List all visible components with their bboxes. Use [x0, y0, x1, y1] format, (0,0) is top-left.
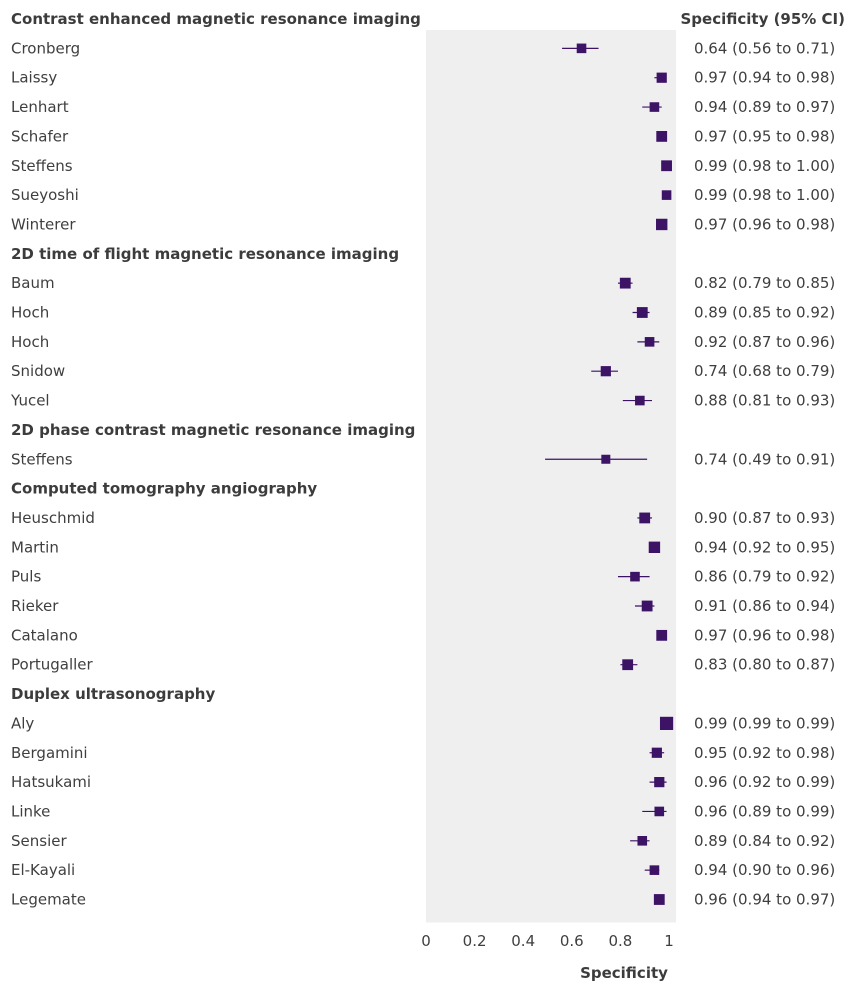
study-label: Sueyoshi	[11, 186, 79, 204]
point-estimate-marker	[656, 72, 667, 83]
point-estimate-marker	[656, 131, 668, 142]
study-ci-value: 0.86 (0.79 to 0.92)	[694, 568, 835, 586]
study-ci-value: 0.96 (0.89 to 0.99)	[694, 802, 835, 820]
point-estimate-marker	[656, 218, 668, 231]
study-label: Aly	[11, 714, 34, 732]
x-tick-label: 0.8	[608, 932, 632, 950]
point-estimate-marker	[656, 629, 668, 641]
study-label: Hoch	[11, 333, 49, 351]
point-estimate-marker	[651, 747, 662, 758]
x-axis: 0 0.2 0.4 0.6 0.8 1	[421, 932, 674, 950]
study-label: Snidow	[11, 362, 65, 380]
study-label: Martin	[11, 538, 59, 556]
study-ci-value: 0.97 (0.96 to 0.98)	[694, 215, 835, 233]
study-ci-value: 0.74 (0.68 to 0.79)	[694, 362, 835, 380]
group-heading: Contrast enhanced magnetic resonance ima…	[11, 10, 421, 28]
study-ci-value: 0.99 (0.99 to 0.99)	[694, 714, 835, 732]
study-ci-value: 0.91 (0.86 to 0.94)	[694, 597, 835, 615]
point-estimate-marker	[659, 716, 674, 730]
study-ci-value: 0.95 (0.92 to 0.98)	[694, 744, 835, 762]
study-label: Hatsukami	[11, 773, 91, 791]
group-heading: 2D time of flight magnetic resonance ima…	[11, 245, 399, 263]
point-estimate-marker	[654, 806, 665, 817]
group-heading: Computed tomography angiography	[11, 480, 317, 498]
point-estimate-marker	[639, 512, 651, 524]
point-estimate-marker	[600, 366, 611, 377]
point-estimate-marker	[648, 541, 661, 553]
study-ci-value: 0.96 (0.94 to 0.97)	[694, 891, 835, 909]
study-ci-value: 0.82 (0.79 to 0.85)	[694, 274, 835, 292]
study-label: Bergamini	[11, 744, 88, 762]
study-label: Baum	[11, 274, 55, 292]
study-ci-value: 0.97 (0.94 to 0.98)	[694, 69, 835, 87]
study-ci-value: 0.90 (0.87 to 0.93)	[694, 509, 835, 527]
study-label: Steffens	[11, 157, 73, 175]
study-label: Laissy	[11, 69, 57, 87]
study-label: Winterer	[11, 215, 76, 233]
study-label: Heuschmid	[11, 509, 95, 527]
study-ci-value: 0.92 (0.87 to 0.96)	[694, 333, 835, 351]
study-label: Hoch	[11, 304, 49, 322]
study-label: Cronberg	[11, 39, 80, 57]
study-label: Schafer	[11, 127, 69, 145]
plot-panel	[426, 30, 676, 923]
point-estimate-marker	[661, 190, 672, 200]
study-label: El-Kayali	[11, 861, 75, 879]
study-ci-value: 0.99 (0.98 to 1.00)	[694, 186, 835, 204]
study-ci-value: 0.83 (0.80 to 0.87)	[694, 656, 835, 674]
point-estimate-marker	[653, 894, 665, 905]
study-label: Portugaller	[11, 656, 94, 674]
x-tick-label: 0.6	[560, 932, 584, 950]
x-tick-label: 0	[421, 932, 431, 950]
point-estimate-marker	[641, 600, 653, 612]
study-ci-value: 0.99 (0.98 to 1.00)	[694, 157, 835, 175]
point-estimate-marker	[637, 836, 648, 846]
study-ci-value: 0.89 (0.85 to 0.92)	[694, 304, 835, 322]
study-ci-value: 0.94 (0.89 to 0.97)	[694, 98, 835, 116]
study-ci-value: 0.94 (0.92 to 0.95)	[694, 538, 835, 556]
point-estimate-marker	[661, 160, 672, 172]
study-ci-value: 0.97 (0.95 to 0.98)	[694, 127, 835, 145]
study-label: Puls	[11, 568, 41, 586]
study-label: Lenhart	[11, 98, 69, 116]
x-tick-label: 1	[664, 932, 674, 950]
point-estimate-marker	[636, 307, 648, 318]
point-estimate-marker	[622, 659, 634, 671]
study-label: Rieker	[11, 597, 59, 615]
study-ci-value: 0.97 (0.96 to 0.98)	[694, 626, 835, 644]
x-axis-label: Specificity	[580, 964, 668, 982]
study-ci-value: 0.74 (0.49 to 0.91)	[694, 450, 835, 468]
ci-column-header: Specificity (95% CI)	[681, 10, 846, 28]
x-tick-label: 0.4	[511, 932, 535, 950]
point-estimate-marker	[649, 102, 660, 112]
point-estimate-marker	[601, 454, 611, 464]
study-label: Yucel	[10, 392, 50, 410]
point-estimate-marker	[654, 777, 665, 788]
rows-layer: Contrast enhanced magnetic resonance ima…	[10, 10, 835, 909]
point-estimate-marker	[635, 395, 645, 406]
point-estimate-marker	[576, 43, 587, 54]
study-label: Legemate	[11, 891, 86, 909]
point-estimate-marker	[630, 571, 640, 582]
study-label: Catalano	[11, 626, 78, 644]
group-heading: 2D phase contrast magnetic resonance ima…	[11, 421, 415, 439]
study-label: Linke	[11, 802, 50, 820]
study-ci-value: 0.96 (0.92 to 0.99)	[694, 773, 835, 791]
study-label: Steffens	[11, 450, 73, 468]
study-ci-value: 0.89 (0.84 to 0.92)	[694, 832, 835, 850]
point-estimate-marker	[649, 865, 660, 875]
study-ci-value: 0.94 (0.90 to 0.96)	[694, 861, 835, 879]
point-estimate-marker	[619, 277, 631, 289]
study-ci-value: 0.88 (0.81 to 0.93)	[694, 392, 835, 410]
point-estimate-marker	[644, 337, 655, 347]
study-ci-value: 0.64 (0.56 to 0.71)	[694, 39, 835, 57]
study-label: Sensier	[11, 832, 67, 850]
group-heading: Duplex ultrasonography	[11, 685, 215, 703]
x-tick-label: 0.2	[463, 932, 487, 950]
